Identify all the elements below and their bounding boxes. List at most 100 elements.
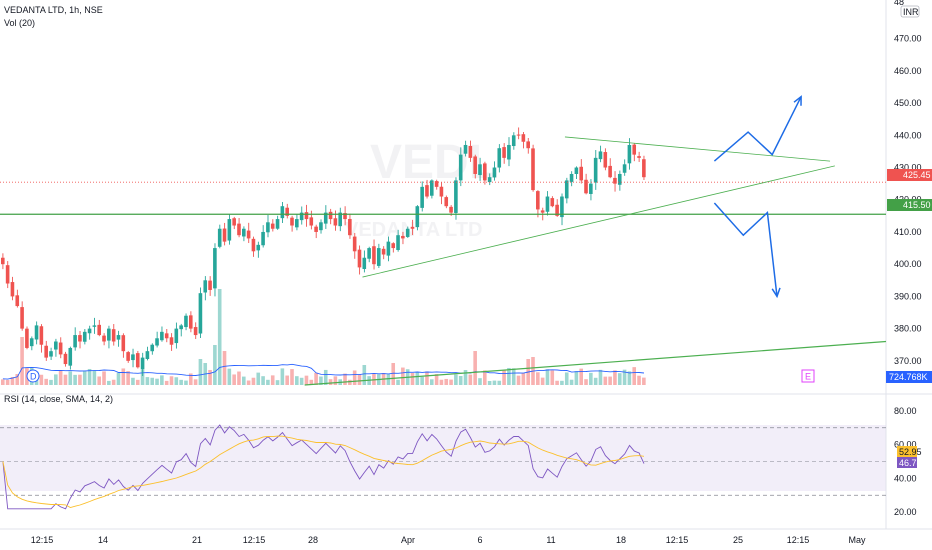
candle-body: [44, 345, 48, 358]
rsi-legend[interactable]: RSI (14, close, SMA, 14, 2): [4, 394, 113, 404]
level-price-tag: [887, 199, 932, 211]
price-tick-label: 380.00: [894, 324, 922, 334]
rsi-ma-value: 52.95: [899, 447, 922, 457]
volume-bar: [391, 363, 396, 385]
trendline-long-support[interactable]: [304, 340, 887, 386]
volume-bar: [536, 372, 540, 385]
volume-bar: [439, 379, 444, 385]
last-price-value: 425.45: [903, 170, 931, 180]
candle-body: [49, 351, 53, 357]
arrow-path-breakout-up[interactable]: [713, 96, 802, 162]
candle-body: [261, 231, 265, 246]
candle-body: [603, 152, 608, 168]
volume-bar: [266, 379, 270, 385]
volume-bar: [642, 377, 646, 385]
volume-bar: [217, 289, 222, 385]
rsi-band-fill: [0, 425, 886, 491]
dividend-marker[interactable]: [26, 369, 40, 383]
volume-bar: [550, 370, 555, 385]
volume-bar: [213, 345, 217, 385]
candle-body: [222, 228, 227, 242]
trendline-support[interactable]: [362, 165, 835, 278]
time-tick-label: 12:15: [243, 535, 266, 545]
candle-body: [579, 166, 583, 181]
candle-body: [627, 144, 632, 164]
volume-bar: [58, 370, 63, 385]
trendline-resistance[interactable]: [564, 136, 831, 162]
candle-body: [415, 206, 420, 228]
volume-bar: [256, 372, 261, 385]
candle-body: [468, 145, 473, 158]
candle-body: [39, 326, 44, 345]
currency-label: INR: [903, 7, 919, 17]
volume-bar: [155, 378, 159, 385]
volume-bar: [227, 368, 232, 385]
price-tick-label: 460.00: [894, 66, 922, 76]
volume-bar: [145, 377, 150, 385]
currency-box[interactable]: [900, 5, 920, 18]
candle-body: [193, 327, 198, 336]
candle-body: [526, 141, 530, 149]
candle-body: [642, 159, 646, 178]
time-tick-label: 28: [308, 535, 318, 545]
candle-body: [454, 180, 458, 213]
arrow-path-breakdown[interactable]: [713, 202, 778, 297]
volume-bar: [425, 371, 429, 385]
candle-body: [155, 338, 159, 346]
candle-body: [376, 248, 381, 266]
candle-body: [584, 179, 588, 194]
candle-body: [343, 213, 347, 220]
volume-bar: [102, 371, 106, 385]
volume-bar: [502, 370, 506, 385]
candle-body: [102, 335, 106, 342]
watermark-symbol: VEDL: [370, 136, 498, 189]
volume-bar: [193, 379, 198, 385]
candle-body: [246, 230, 251, 239]
time-tick-label: 12:15: [31, 535, 54, 545]
candle-body: [569, 173, 574, 182]
price-tick-label: 450.00: [894, 98, 922, 108]
watermark-name: VEDANTA LTD: [345, 219, 482, 241]
volume-bar: [483, 370, 487, 385]
candle-body: [73, 335, 77, 348]
volume-bar: [396, 379, 400, 385]
volume-tag: [886, 371, 932, 383]
candle-body: [25, 328, 29, 348]
volume-bar: [589, 372, 593, 385]
earnings-marker[interactable]: [801, 369, 815, 383]
volume-bar: [92, 370, 97, 385]
axis-top-label: 48: [894, 0, 904, 7]
candle-body: [135, 353, 140, 368]
candle-body: [560, 196, 564, 218]
candle-body: [564, 180, 569, 199]
volume-bar: [126, 371, 130, 385]
volume-legend[interactable]: Vol (20): [4, 18, 35, 28]
volume-bar: [569, 379, 574, 385]
candle-body: [473, 156, 477, 174]
volume-bar: [564, 372, 569, 385]
rsi-line: [2, 424, 645, 510]
volume-bar: [150, 377, 155, 385]
time-axis[interactable]: 12:15 14 21 12:15 28 Apr 6 11 18 12:15 25 12:15 May: [31, 535, 866, 545]
volume-bar: [131, 377, 135, 385]
volume-bar: [328, 379, 333, 385]
drawings-layer[interactable]: [0, 95, 887, 386]
volume-bar: [44, 378, 48, 385]
volume-bar: [386, 374, 391, 385]
candle-body: [357, 249, 362, 268]
candle-body: [107, 328, 111, 341]
volume-bar: [545, 369, 550, 385]
candle-body: [140, 357, 145, 370]
candle-body: [208, 280, 212, 290]
candle-body: [227, 219, 232, 241]
candle-body: [34, 325, 39, 340]
candle-body: [598, 151, 603, 160]
volume-bar: [555, 380, 559, 385]
time-tick-label: 21: [192, 535, 202, 545]
symbol-legend[interactable]: VEDANTA LTD, 1h, NSE: [4, 5, 103, 15]
arrow-head-breakout-up: [793, 95, 802, 106]
volume-bar: [280, 368, 285, 385]
candle-body: [593, 157, 598, 183]
rsi-tick-label: 20.00: [894, 507, 917, 517]
